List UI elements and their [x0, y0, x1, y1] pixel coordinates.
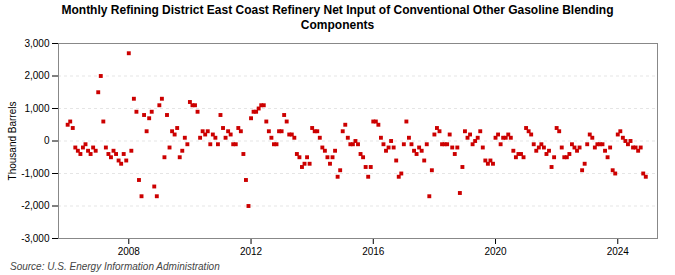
svg-text:-2,000: -2,000 — [21, 200, 50, 211]
svg-text:2024: 2024 — [607, 246, 630, 257]
svg-text:-3,000: -3,000 — [21, 233, 50, 244]
svg-text:2020: 2020 — [484, 246, 507, 257]
html-text:Monthly Refining District East: Monthly Refining District East Coast Ref… — [61, 3, 614, 32]
svg-text:Thousand Barrels: Thousand Barrels — [7, 102, 18, 181]
svg-text:0: 0 — [44, 135, 50, 146]
svg-text:2008: 2008 — [118, 246, 141, 257]
svg-text:-1,000: -1,000 — [21, 168, 50, 179]
svg-text:2012: 2012 — [240, 246, 263, 257]
svg-text:2016: 2016 — [362, 246, 385, 257]
svg-text:3,000: 3,000 — [24, 38, 49, 49]
html-text:Source: U.S. Energy Informatio: Source: U.S. Energy Information Administ… — [10, 261, 220, 272]
svg-text:2,000: 2,000 — [24, 70, 49, 81]
svg-text:1,000: 1,000 — [24, 103, 49, 114]
